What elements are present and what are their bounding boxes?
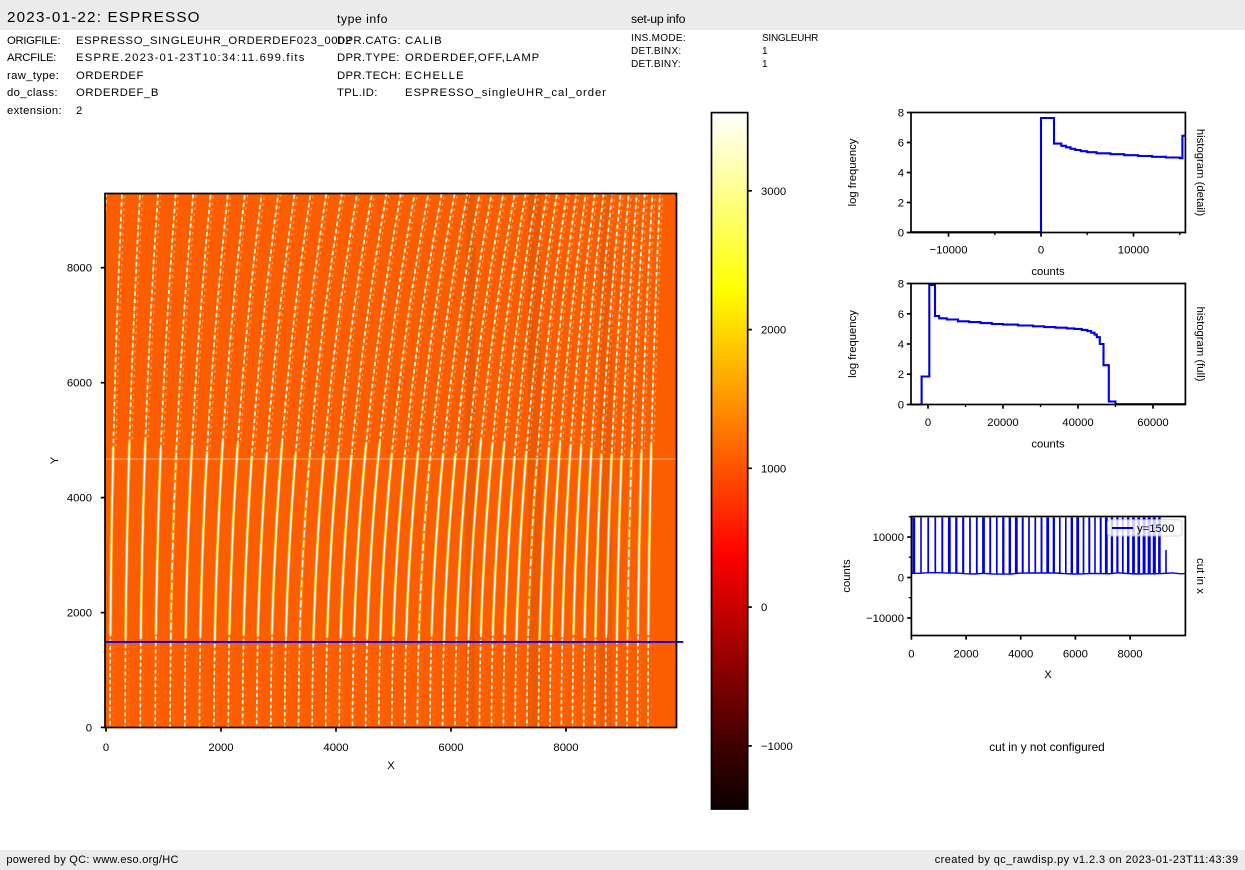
- svg-text:0: 0: [908, 649, 914, 661]
- svg-text:−10000: −10000: [929, 245, 967, 257]
- svg-text:0: 0: [898, 228, 904, 240]
- svg-text:8: 8: [898, 279, 904, 291]
- svg-text:4: 4: [898, 168, 904, 180]
- svg-text:0: 0: [103, 742, 109, 754]
- svg-text:10000: 10000: [1118, 245, 1149, 257]
- svg-text:4000: 4000: [67, 493, 92, 505]
- svg-text:−1000: −1000: [761, 741, 793, 753]
- svg-text:−10000: −10000: [866, 613, 904, 625]
- svg-text:0: 0: [86, 722, 92, 734]
- svg-text:6000: 6000: [438, 742, 463, 754]
- svg-text:Y: Y: [49, 456, 61, 464]
- svg-text:0: 0: [761, 602, 767, 614]
- svg-text:6000: 6000: [67, 378, 92, 390]
- svg-text:histogram (detail): histogram (detail): [1194, 129, 1206, 217]
- svg-text:counts: counts: [1031, 266, 1065, 278]
- svg-text:6000: 6000: [1063, 649, 1088, 661]
- svg-text:40000: 40000: [1062, 417, 1093, 429]
- svg-text:log frequency: log frequency: [847, 310, 859, 378]
- svg-text:4: 4: [898, 339, 904, 351]
- svg-text:X: X: [1044, 669, 1052, 681]
- svg-text:2000: 2000: [954, 649, 979, 661]
- svg-text:2000: 2000: [208, 742, 233, 754]
- svg-text:counts: counts: [1031, 439, 1065, 451]
- svg-text:cut in x: cut in x: [1194, 558, 1206, 594]
- svg-text:cut in y not configured: cut in y not configured: [989, 740, 1104, 754]
- svg-text:8000: 8000: [67, 263, 92, 275]
- svg-text:X: X: [387, 760, 395, 772]
- svg-text:0: 0: [925, 417, 931, 429]
- svg-text:20000: 20000: [987, 417, 1018, 429]
- svg-text:counts: counts: [841, 559, 853, 593]
- svg-text:2: 2: [898, 198, 904, 210]
- svg-text:0: 0: [898, 400, 904, 412]
- svg-text:6: 6: [898, 309, 904, 321]
- svg-text:y=1500: y=1500: [1137, 523, 1174, 535]
- svg-text:6: 6: [898, 138, 904, 150]
- svg-text:10000: 10000: [873, 532, 904, 544]
- svg-text:0: 0: [1038, 245, 1044, 257]
- svg-text:60000: 60000: [1137, 417, 1168, 429]
- svg-text:2000: 2000: [67, 608, 92, 620]
- svg-text:1000: 1000: [761, 463, 786, 475]
- svg-text:8000: 8000: [553, 742, 578, 754]
- svg-text:0: 0: [898, 573, 904, 585]
- svg-text:3000: 3000: [761, 186, 786, 198]
- svg-text:2: 2: [898, 369, 904, 381]
- svg-text:8000: 8000: [1118, 649, 1143, 661]
- svg-text:log frequency: log frequency: [847, 138, 859, 206]
- svg-text:histogram (full): histogram (full): [1194, 307, 1206, 382]
- svg-text:2000: 2000: [761, 325, 786, 337]
- svg-text:4000: 4000: [1008, 649, 1033, 661]
- svg-text:8: 8: [898, 108, 904, 120]
- svg-text:4000: 4000: [323, 742, 348, 754]
